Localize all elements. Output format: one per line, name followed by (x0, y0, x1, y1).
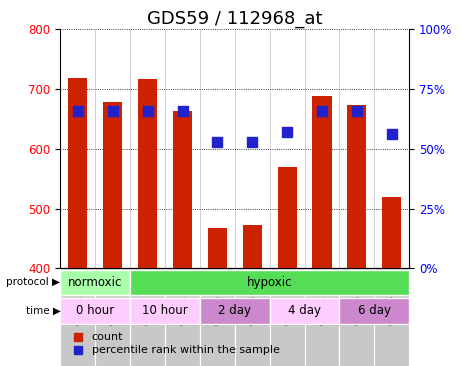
FancyBboxPatch shape (339, 298, 409, 324)
FancyBboxPatch shape (60, 298, 130, 324)
Bar (278, 167, 297, 268)
Bar (208, 228, 227, 268)
FancyBboxPatch shape (60, 270, 130, 295)
Point (109, 108, 116, 113)
Bar (382, 197, 401, 268)
FancyBboxPatch shape (200, 298, 270, 324)
Bar (68, 78, 87, 268)
FancyBboxPatch shape (130, 298, 200, 324)
Text: 10 hour: 10 hour (142, 305, 188, 317)
FancyBboxPatch shape (270, 298, 339, 324)
Point (179, 108, 186, 113)
Bar (243, 225, 262, 268)
Text: protocol ▶: protocol ▶ (7, 277, 60, 287)
Text: time ▶: time ▶ (26, 306, 60, 316)
Text: 0 hour: 0 hour (76, 305, 114, 317)
Point (74, 108, 82, 113)
Text: 4 day: 4 day (288, 305, 321, 317)
FancyBboxPatch shape (130, 270, 409, 295)
Point (390, 140, 397, 146)
Text: 6 day: 6 day (358, 305, 391, 317)
Bar (103, 102, 122, 268)
Point (144, 108, 152, 113)
Point (388, 131, 395, 137)
Bar (173, 111, 192, 268)
Text: count: count (92, 332, 123, 342)
Bar (312, 96, 332, 268)
Point (390, 262, 397, 268)
Bar (138, 79, 157, 268)
Text: percentile rank within the sample: percentile rank within the sample (92, 345, 280, 355)
Title: GDS59 / 112968_at: GDS59 / 112968_at (147, 10, 323, 28)
Text: normoxic: normoxic (68, 276, 122, 289)
Point (283, 129, 291, 135)
Bar (347, 105, 366, 268)
Point (353, 108, 361, 113)
Text: 2 day: 2 day (219, 305, 251, 317)
Point (318, 108, 325, 113)
Point (214, 139, 221, 145)
Text: hypoxic: hypoxic (247, 276, 292, 289)
Point (248, 139, 256, 145)
